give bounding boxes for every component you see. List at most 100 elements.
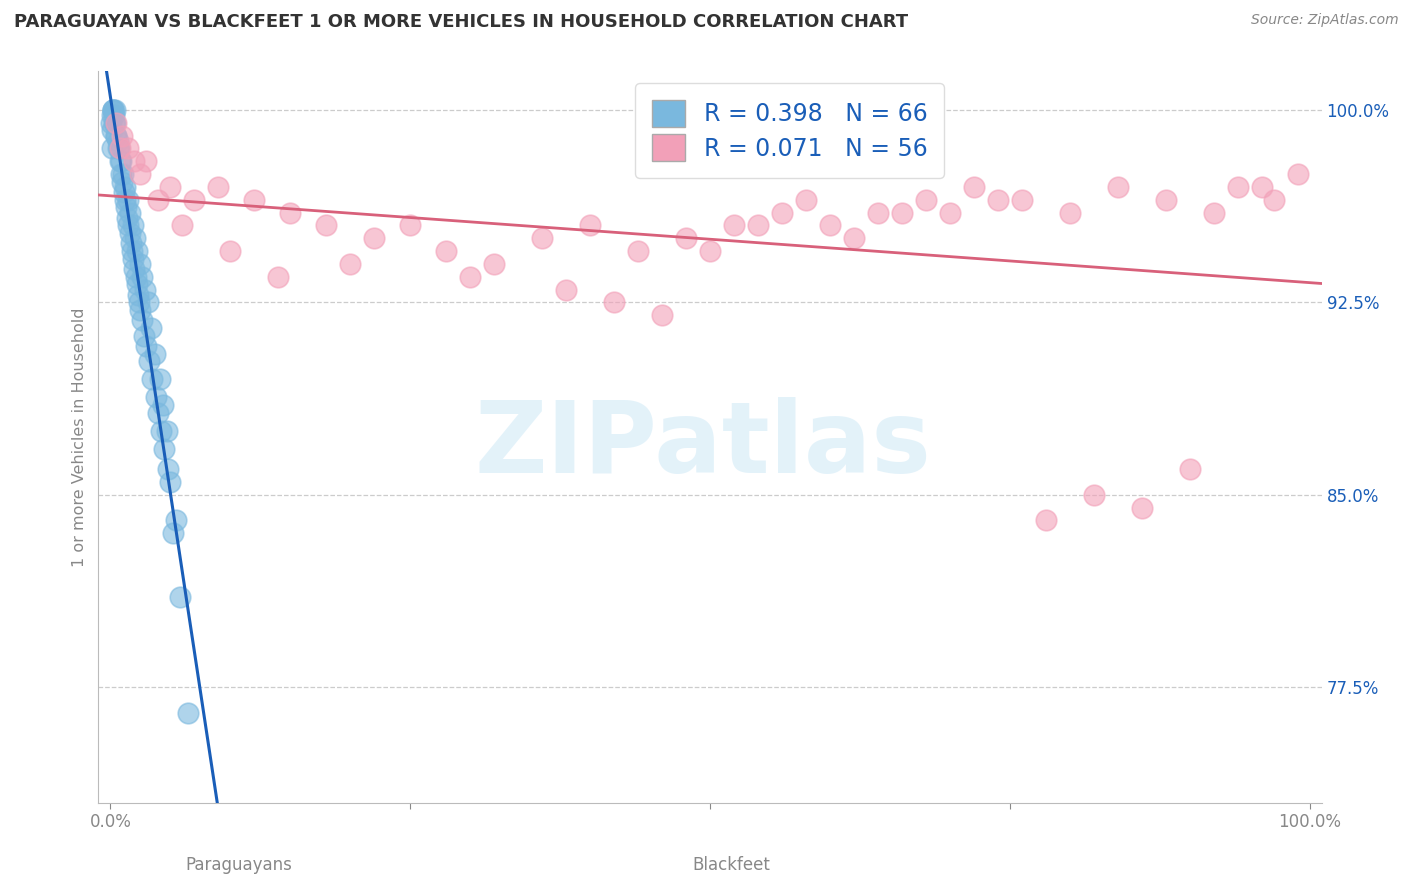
Point <box>747 219 769 233</box>
Point <box>1035 514 1057 528</box>
Point <box>104 103 127 117</box>
Point <box>132 328 155 343</box>
Point <box>159 179 181 194</box>
Point <box>987 193 1010 207</box>
Point <box>108 141 131 155</box>
Point <box>129 303 152 318</box>
Point <box>121 244 143 258</box>
Point <box>278 205 301 219</box>
Point <box>434 244 457 258</box>
Point <box>531 231 554 245</box>
Point <box>101 108 124 122</box>
Point <box>675 231 697 245</box>
Point <box>866 205 889 219</box>
Point <box>159 475 181 489</box>
Point <box>141 372 163 386</box>
Point <box>1178 462 1201 476</box>
Point <box>124 231 146 245</box>
Point <box>156 462 179 476</box>
Point <box>149 424 172 438</box>
Point <box>963 179 986 194</box>
Point <box>1083 488 1105 502</box>
Point <box>243 193 266 207</box>
Point <box>117 219 139 233</box>
Point <box>111 175 134 189</box>
Point <box>104 128 127 143</box>
Point <box>183 193 205 207</box>
Text: ZIPatlas: ZIPatlas <box>475 398 931 494</box>
Point <box>482 257 505 271</box>
Point <box>122 252 145 266</box>
Point <box>101 103 124 117</box>
Point <box>458 269 481 284</box>
Point <box>110 167 132 181</box>
Point <box>136 295 159 310</box>
Point <box>818 219 841 233</box>
Point <box>112 185 135 199</box>
Point <box>105 116 128 130</box>
Point <box>363 231 385 245</box>
Point <box>842 231 865 245</box>
Text: Source: ZipAtlas.com: Source: ZipAtlas.com <box>1251 13 1399 28</box>
Point <box>108 141 129 155</box>
Point <box>143 346 166 360</box>
Point <box>127 287 149 301</box>
Point <box>1202 205 1225 219</box>
Point <box>1107 179 1129 194</box>
Point <box>124 154 146 169</box>
Point <box>172 219 194 233</box>
Point <box>104 116 127 130</box>
Point <box>128 295 150 310</box>
Point <box>627 244 650 258</box>
Point <box>651 308 673 322</box>
Text: PARAGUAYAN VS BLACKFEET 1 OR MORE VEHICLES IN HOUSEHOLD CORRELATION CHART: PARAGUAYAN VS BLACKFEET 1 OR MORE VEHICL… <box>14 13 908 31</box>
Point <box>1263 193 1285 207</box>
Point <box>555 283 578 297</box>
Point <box>915 193 938 207</box>
Point <box>1011 193 1033 207</box>
Point <box>1286 167 1309 181</box>
Point <box>115 200 138 214</box>
Point <box>207 179 229 194</box>
Point <box>110 154 132 169</box>
Point <box>148 193 170 207</box>
Point <box>939 205 962 219</box>
Point <box>148 406 170 420</box>
Point <box>162 526 184 541</box>
Point <box>101 123 124 137</box>
Legend: R = 0.398   N = 66, R = 0.071   N = 56: R = 0.398 N = 66, R = 0.071 N = 56 <box>636 83 943 178</box>
Point <box>1226 179 1249 194</box>
Point <box>114 179 136 194</box>
Point <box>120 236 142 251</box>
Point <box>1059 205 1081 219</box>
Point <box>111 167 134 181</box>
Point <box>103 103 125 117</box>
Point <box>145 390 167 404</box>
Point <box>100 141 122 155</box>
Point <box>115 211 138 225</box>
Point <box>138 354 160 368</box>
Point <box>114 193 136 207</box>
Point <box>169 591 191 605</box>
Point <box>103 108 125 122</box>
Point <box>117 193 139 207</box>
Y-axis label: 1 or more Vehicles in Household: 1 or more Vehicles in Household <box>72 308 87 566</box>
Point <box>128 257 150 271</box>
Point <box>103 116 125 130</box>
Point <box>315 219 337 233</box>
Point <box>120 205 142 219</box>
Point <box>267 269 290 284</box>
Point <box>794 193 817 207</box>
Point <box>111 128 134 143</box>
Point <box>165 514 187 528</box>
Point <box>129 167 152 181</box>
Point <box>603 295 626 310</box>
Point <box>399 219 422 233</box>
Point <box>124 262 146 277</box>
Point <box>156 424 179 438</box>
Point <box>1154 193 1177 207</box>
Point <box>723 219 745 233</box>
Point <box>107 141 129 155</box>
Point <box>101 103 124 117</box>
Point <box>134 283 156 297</box>
